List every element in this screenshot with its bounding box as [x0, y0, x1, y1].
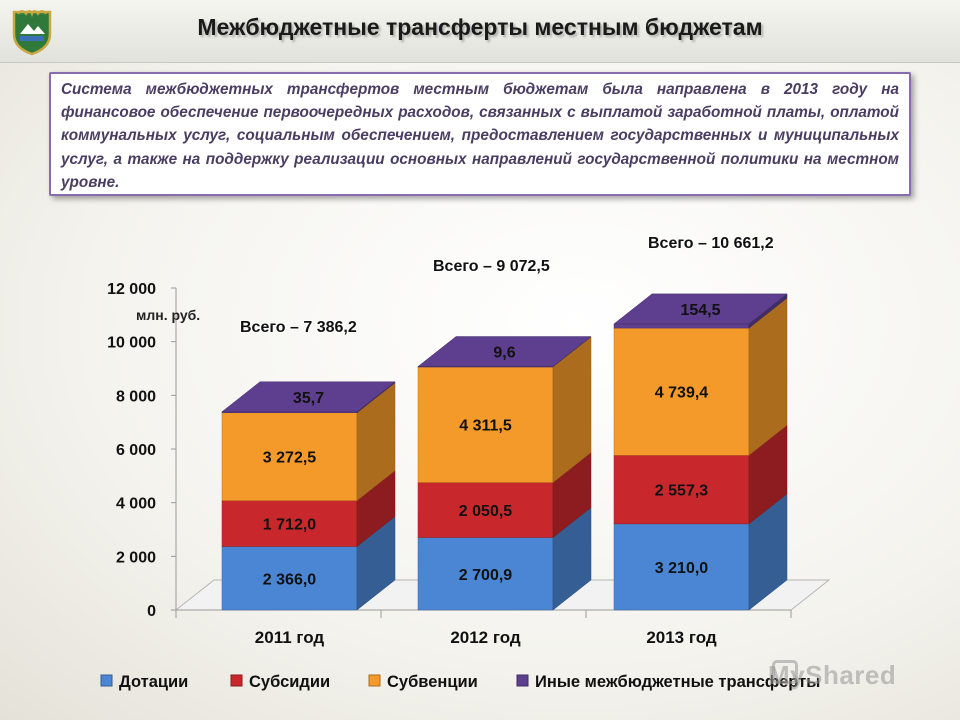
category-label: 2011 год: [255, 628, 325, 647]
header-band: [0, 0, 960, 63]
total-label: Всего – 7 386,2: [240, 319, 357, 336]
bar-segment-иные-межбюджетные-трансферты-top: [221, 381, 396, 413]
legend-swatch: [516, 674, 529, 687]
data-label: 1 712,0: [263, 517, 316, 534]
data-label: 2 050,5: [459, 503, 512, 520]
y-tick-label: 0: [147, 603, 156, 620]
legend-swatch: [100, 674, 113, 687]
y-tick-label: 2 000: [116, 549, 156, 566]
data-label: 3 210,0: [655, 560, 708, 577]
bar-segment-субсидии-front: [613, 454, 750, 525]
bar-segment-дотации-front: [221, 546, 358, 611]
legend-label: Дотации: [119, 673, 188, 691]
legend-label: Субсидии: [249, 673, 330, 691]
category-label: 2013 год: [646, 628, 717, 647]
data-label: 154,5: [680, 302, 720, 319]
intro-box: Система межбюджетных трансфертов местным…: [49, 72, 911, 196]
y-tick-label: 6 000: [116, 442, 156, 459]
total-label: Всего – 10 661,2: [648, 235, 774, 252]
intro-text: Система межбюджетных трансфертов местным…: [61, 81, 899, 191]
legend-label: Субвенции: [387, 673, 478, 691]
data-label: 35,7: [293, 390, 324, 407]
unit-label: млн. руб.: [136, 307, 200, 323]
bar-segment-иные-межбюджетные-трансферты-top: [613, 293, 788, 325]
data-label: 4 739,4: [655, 385, 708, 402]
y-tick-label: 8 000: [116, 388, 156, 405]
data-label: 3 272,5: [263, 450, 316, 467]
bar-segment-дотации-front: [613, 523, 750, 611]
watermark: MyShared: [768, 660, 897, 690]
total-label: Всего – 9 072,5: [433, 258, 550, 275]
legend-swatch: [230, 674, 243, 687]
data-label: 2 366,0: [263, 571, 316, 588]
coat-of-arms-icon: [12, 10, 52, 56]
bar-segment-субвенции-front: [613, 327, 750, 456]
y-tick-label: 12 000: [107, 281, 156, 298]
category-label: 2012 год: [450, 628, 521, 647]
legend-swatch: [368, 674, 381, 687]
data-label: 2 700,9: [459, 567, 512, 584]
bar-segment-иные-межбюджетные-трансферты-front: [613, 323, 750, 329]
data-label: 2 557,3: [655, 483, 708, 500]
bar-segment-субвенции-front: [221, 412, 358, 501]
data-label: 9,6: [493, 345, 515, 362]
data-label: 4 311,5: [459, 418, 512, 435]
watermark-icon: [772, 660, 798, 684]
bar-segment-субсидии-front: [417, 482, 554, 538]
legend-label: Иные межбюджетные трансферты: [535, 673, 820, 691]
y-tick-label: 4 000: [116, 496, 156, 513]
page-title: Межбюджетные трансферты местным бюджетам: [197, 14, 763, 40]
y-tick-label: 10 000: [107, 335, 156, 352]
bar-segment-иные-межбюджетные-трансферты-top: [417, 336, 592, 367]
